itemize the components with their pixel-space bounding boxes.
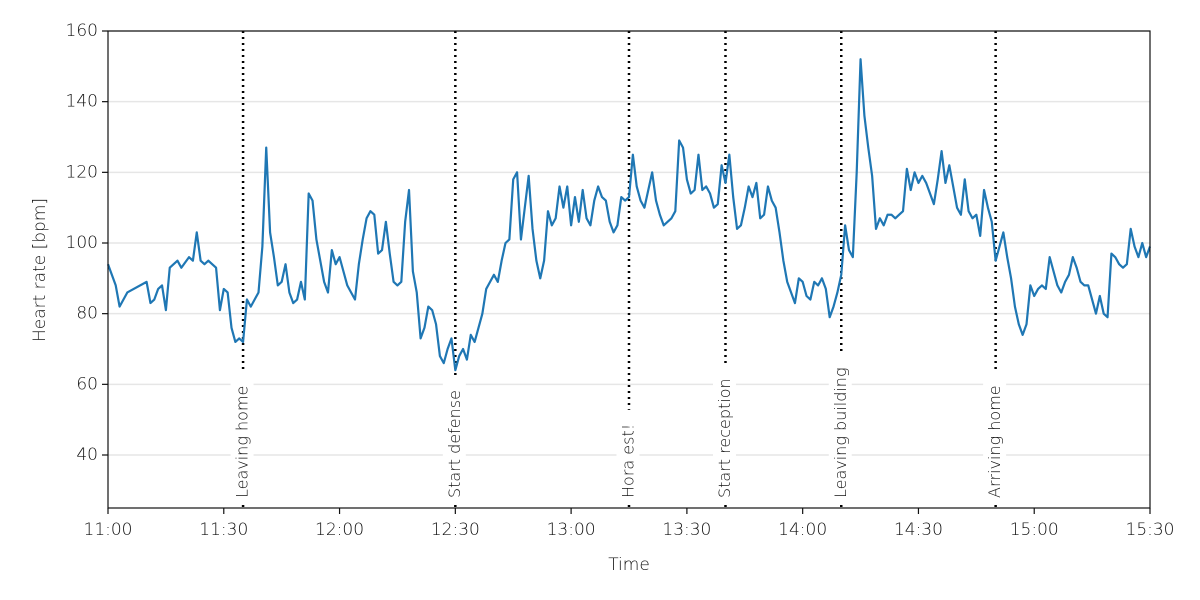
event-label: Arriving home (985, 385, 1004, 498)
x-tick-label: 12:00 (315, 520, 364, 540)
x-tick-label: 15:30 (1126, 520, 1175, 540)
event-label-bg (230, 371, 254, 502)
event-label-bg (983, 371, 1007, 502)
y-tick-label: 140 (66, 92, 98, 112)
event-label-bg (712, 364, 736, 502)
heart-rate-line (106, 58, 1152, 372)
event-label: Leaving building (831, 367, 850, 498)
y-axis-label: Heart rate [bpm] (30, 198, 50, 342)
x-tick-label: 14:00 (778, 520, 827, 540)
x-tick-label: 13:30 (662, 520, 711, 540)
y-tick-label: 100 (66, 233, 98, 253)
y-tick-label: 40 (76, 445, 98, 465)
x-axis-label: Time (608, 555, 650, 575)
y-tick-label: 80 (76, 304, 98, 324)
event-label: Start reception (715, 378, 734, 498)
x-tick-label: 14:30 (894, 520, 943, 540)
y-tick-label: 120 (66, 162, 98, 182)
y-tick-label: 160 (66, 21, 98, 41)
event-label: Hora est! (619, 424, 638, 498)
x-tick-label: 13:00 (547, 520, 596, 540)
event-label: Start defense (445, 390, 464, 498)
event-label: Leaving home (233, 386, 252, 498)
plot-frame (107, 30, 1151, 509)
y-tick-label: 60 (76, 374, 98, 394)
x-tick-label: 11:00 (84, 520, 133, 540)
event-label-bg (616, 409, 640, 502)
x-tick-label: 12:30 (431, 520, 480, 540)
x-tick-label: 11:30 (199, 520, 248, 540)
event-label-bg (442, 376, 466, 502)
event-label-bg (828, 353, 852, 502)
x-tick-label: 15:00 (1010, 520, 1059, 540)
